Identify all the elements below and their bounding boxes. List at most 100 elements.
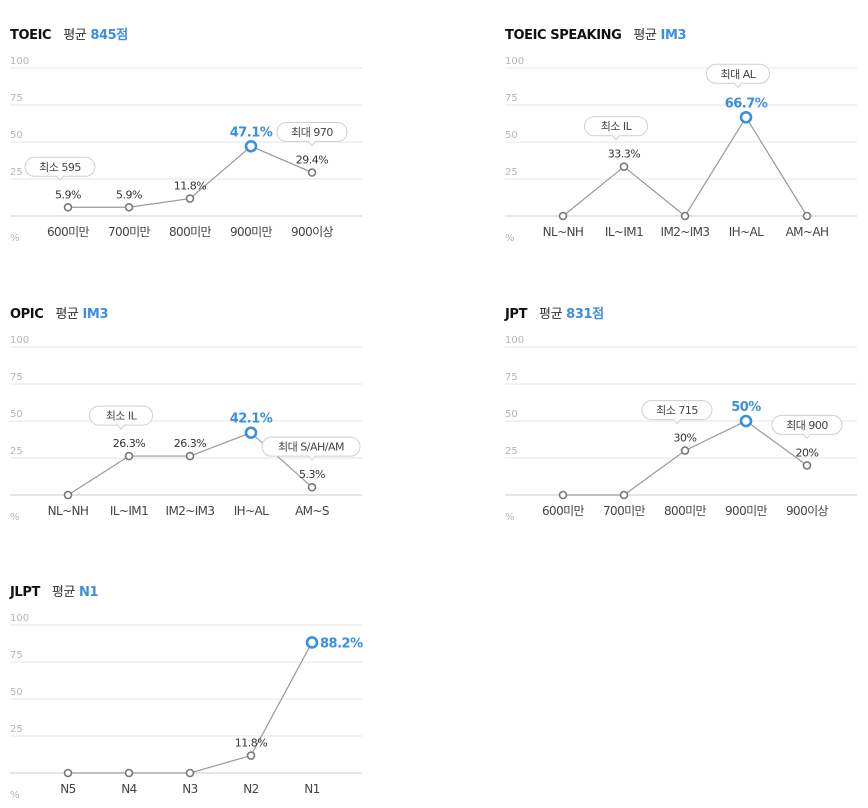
y-tick-label: 75 xyxy=(10,372,23,383)
stat-value: IM3 xyxy=(82,307,109,322)
data-point xyxy=(124,768,134,778)
data-point xyxy=(802,461,812,470)
data-label: 33.3% xyxy=(608,148,640,161)
x-tick-label: IL~IM1 xyxy=(110,504,148,518)
data-point xyxy=(307,482,317,492)
stat-value: 845점 xyxy=(90,28,128,43)
chart-panel-toeic: TOEIC 평균 845점 25 50 75 100% 600미만 700미만 800미만 900… xyxy=(10,26,362,276)
chart-title: JLPT 평균 N1 xyxy=(10,583,99,603)
chart-panel-toeic-speaking: TOEIC SPEAKING 평균 IM3 25 50 75 100% NL~NH IL~IM… xyxy=(505,26,857,276)
y-tick-label: 50 xyxy=(10,130,23,141)
y-tick-label: 25 xyxy=(10,446,23,457)
chart-panel-opic: OPIC 평균 IM3 25 50 75 100% NL~NH IL~IM1 IM2~IM3 IH… xyxy=(10,305,362,555)
line-chart: 25 50 75 100% 600미만 700미만 800미만 900미만 900이상 30% 50… xyxy=(505,335,857,523)
unit-label: % xyxy=(505,512,515,523)
y-tick-label: 50 xyxy=(505,409,518,420)
x-tick-label: N1 xyxy=(304,782,319,796)
data-point xyxy=(63,490,73,500)
x-tick-label: NL~NH xyxy=(543,225,584,239)
data-label: 26.3% xyxy=(113,437,145,450)
line-chart: 25 50 75 100% N5 N4 N3 N2 N1 11.8% 88.2% xyxy=(10,613,364,801)
data-point xyxy=(185,451,195,461)
x-tick-label: N2 xyxy=(243,782,258,796)
chart-title: TOEIC SPEAKING 평균 IM3 xyxy=(505,26,687,46)
data-label: 11.8% xyxy=(235,737,267,750)
chart-title: JPT 평균 831점 xyxy=(505,305,604,325)
data-label: 47.1% xyxy=(230,125,273,140)
line-chart: 25 50 75 100% NL~NH IL~IM1 IM2~IM3 IH~AL AM~S 26.… xyxy=(10,335,362,523)
data-point xyxy=(739,110,753,124)
x-tick-label: 700미만 xyxy=(603,504,646,518)
x-tick-label: IL~IM1 xyxy=(605,225,643,239)
y-tick-label: 25 xyxy=(505,167,518,178)
annotation-label: 최대 970 xyxy=(291,126,333,139)
data-label: 30% xyxy=(674,432,697,445)
unit-label: % xyxy=(505,233,515,244)
annotation-label: 최소 IL xyxy=(106,410,138,423)
y-tick-label: 75 xyxy=(10,650,23,661)
y-tick-label: 25 xyxy=(505,446,518,457)
data-label: 88.2% xyxy=(320,636,363,651)
chart-panel-jlpt: JLPT 평균 N1 25 50 75 100% N5 N4 N3 N2 N1 11.8% 88.2% xyxy=(10,583,364,808)
data-label: 11.8% xyxy=(174,180,206,193)
x-tick-label: IH~AL xyxy=(729,225,764,239)
stat-label: 평균 xyxy=(633,28,657,43)
annotation-label: 최소 IL xyxy=(601,120,633,133)
x-tick-label: IH~AL xyxy=(234,504,269,518)
x-tick-label: N3 xyxy=(182,782,197,796)
data-point xyxy=(558,211,568,221)
data-label: 66.7% xyxy=(725,96,768,111)
data-point xyxy=(307,168,317,177)
x-tick-label: 600미만 xyxy=(542,504,585,518)
data-point xyxy=(305,636,319,649)
y-tick-label: 75 xyxy=(10,93,23,104)
stat-value: 831점 xyxy=(566,307,604,322)
data-point xyxy=(739,414,753,428)
y-tick-label: 50 xyxy=(10,409,23,420)
x-tick-label: 900이상 xyxy=(786,504,829,518)
data-point xyxy=(680,211,690,221)
chart-title: OPIC 평균 IM3 xyxy=(10,305,109,325)
data-label: 5.9% xyxy=(55,188,81,201)
stat-value: N1 xyxy=(79,585,99,600)
x-tick-label: N5 xyxy=(60,782,75,796)
data-label: 42.1% xyxy=(230,412,273,427)
annotation-label: 최대 900 xyxy=(786,419,828,432)
data-point xyxy=(619,490,629,500)
chart-name: JPT xyxy=(505,307,528,322)
unit-label: % xyxy=(10,512,20,523)
x-tick-label: IM2~IM3 xyxy=(166,504,215,518)
x-tick-label: 700미만 xyxy=(108,225,151,239)
data-label: 50% xyxy=(731,400,761,415)
x-tick-label: NL~NH xyxy=(48,504,89,518)
x-tick-label: 800미만 xyxy=(664,504,707,518)
stat-label: 평균 xyxy=(539,307,563,322)
y-tick-label: 50 xyxy=(505,130,518,141)
chart-name: TOEIC SPEAKING xyxy=(505,28,622,43)
stat-value: IM3 xyxy=(660,28,687,43)
y-tick-label: 100 xyxy=(505,335,524,346)
line-chart: 25 50 75 100% NL~NH IL~IM1 IM2~IM3 IH~AL AM~AH 33… xyxy=(505,56,857,244)
annotation-label: 최대 AL xyxy=(721,68,757,81)
annotation-label: 최소 715 xyxy=(656,404,698,417)
unit-label: % xyxy=(10,233,20,244)
annotation-label: 최소 595 xyxy=(39,161,81,174)
data-point xyxy=(680,446,690,455)
data-point xyxy=(802,211,812,221)
data-label: 5.3% xyxy=(299,468,325,481)
data-point xyxy=(124,451,134,461)
x-tick-label: AM~AH xyxy=(786,225,829,239)
y-tick-label: 25 xyxy=(10,167,23,178)
chart-name: JLPT xyxy=(10,585,40,600)
x-tick-label: AM~S xyxy=(295,504,329,518)
data-point xyxy=(244,426,258,439)
data-label: 5.9% xyxy=(116,188,142,201)
chart-title: TOEIC 평균 845점 xyxy=(10,26,128,46)
data-point xyxy=(63,202,73,212)
data-point xyxy=(185,768,195,778)
x-tick-label: N4 xyxy=(121,782,136,796)
data-point xyxy=(185,194,195,203)
annotation-pointer xyxy=(672,418,682,425)
annotation-pointer xyxy=(611,134,621,141)
y-tick-label: 100 xyxy=(10,613,29,624)
